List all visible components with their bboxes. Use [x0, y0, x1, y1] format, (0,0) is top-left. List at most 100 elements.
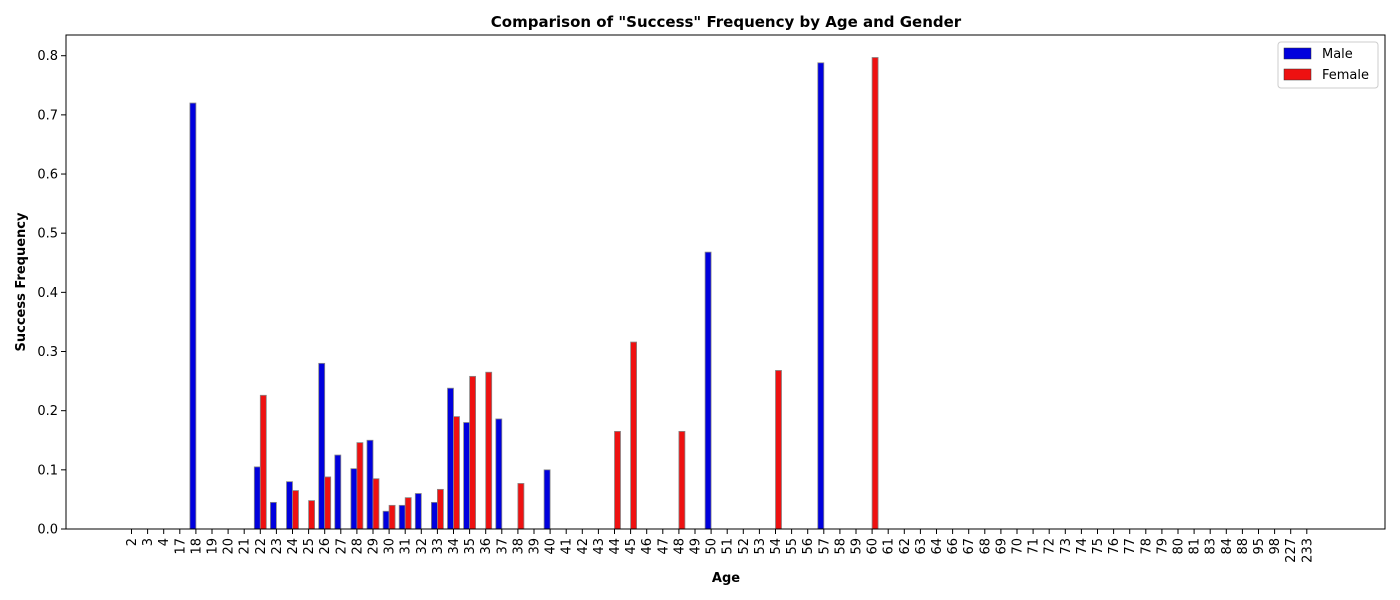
x-tick-label: 40 [544, 538, 559, 555]
bar-female-30 [389, 505, 395, 529]
x-tick-label: 68 [978, 538, 993, 555]
x-tick-label: 23 [270, 538, 285, 555]
x-tick-label: 78 [1139, 538, 1154, 555]
x-tick-label: 41 [560, 538, 575, 555]
legend-swatch-female [1284, 69, 1311, 80]
x-tick-label: 30 [383, 538, 398, 555]
bar-female-45 [631, 342, 637, 529]
x-tick-label: 80 [1172, 538, 1187, 555]
x-tick-label: 2 [125, 538, 140, 546]
x-tick-label: 17 [173, 538, 188, 555]
bar-male-23 [270, 502, 276, 529]
x-tick-label: 4 [157, 538, 172, 546]
y-axis-label: Success Frequency [14, 212, 29, 351]
legend-label-female: Female [1322, 68, 1369, 83]
bar-male-40 [544, 470, 550, 529]
x-tick-label: 73 [1059, 538, 1074, 555]
x-tick-label: 88 [1236, 538, 1251, 555]
y-tick-label: 0.4 [37, 286, 58, 301]
bar-male-35 [464, 423, 470, 529]
bar-female-48 [679, 431, 685, 529]
x-tick-label: 27 [334, 538, 349, 555]
x-tick-label: 20 [222, 538, 237, 555]
x-tick-label: 34 [447, 538, 462, 555]
y-axis: 0.0 0.1 0.2 0.3 0.4 0.5 0.6 0.7 0.8 [37, 49, 66, 537]
y-tick-label: 0.2 [37, 404, 58, 419]
bar-male-33 [431, 502, 437, 529]
bar-female-34 [454, 417, 460, 529]
x-tick-label: 24 [286, 538, 301, 555]
x-tick-label: 39 [528, 538, 543, 555]
bar-male-50 [705, 252, 711, 529]
chart-title: Comparison of "Success" Frequency by Age… [491, 13, 962, 31]
bar-female-36 [486, 372, 492, 529]
x-tick-label: 98 [1268, 538, 1283, 555]
x-tick-label: 49 [689, 538, 704, 555]
bar-female-25 [309, 501, 315, 529]
x-tick-label: 31 [399, 538, 414, 555]
x-tick-label: 42 [576, 538, 591, 555]
x-tick-label: 84 [1220, 538, 1235, 555]
x-tick-label: 36 [479, 538, 494, 555]
x-tick-label: 43 [592, 538, 607, 555]
bar-male-32 [415, 494, 421, 529]
bar-male-28 [351, 469, 357, 529]
bar-female-31 [405, 498, 411, 529]
y-tick-label: 0.3 [37, 345, 58, 360]
x-axis: 2 3 4 17 18 19 20 21 22 23 24 25 26 27 28 29 30 31 32 33 34 3… [125, 529, 1315, 563]
x-tick-label: 77 [1123, 538, 1138, 555]
x-axis-label: Age [712, 571, 740, 586]
x-tick-label: 33 [431, 538, 446, 555]
y-tick-label: 0.5 [37, 227, 58, 242]
x-tick-label: 75 [1091, 538, 1106, 555]
x-tick-label: 227 [1284, 538, 1299, 563]
x-tick-label: 35 [463, 538, 478, 555]
x-tick-label: 37 [495, 538, 510, 555]
x-tick-label: 64 [930, 538, 945, 555]
bar-male-57 [818, 63, 824, 529]
x-tick-label: 52 [737, 538, 752, 555]
y-tick-label: 0.0 [37, 523, 58, 538]
legend: Male Female [1278, 42, 1378, 88]
bar-male-24 [287, 482, 293, 529]
bar-male-37 [496, 419, 502, 529]
bar-layer [190, 57, 878, 529]
bar-male-30 [383, 511, 389, 529]
x-tick-label: 57 [817, 538, 832, 555]
bar-female-60 [872, 57, 878, 529]
x-tick-label: 69 [994, 538, 1009, 555]
x-tick-label: 55 [785, 538, 800, 555]
x-tick-label: 26 [318, 538, 333, 555]
x-tick-label: 63 [914, 538, 929, 555]
bar-male-26 [319, 363, 325, 529]
bar-female-22 [260, 395, 266, 529]
x-tick-label: 83 [1204, 538, 1219, 555]
x-tick-label: 66 [946, 538, 961, 555]
x-tick-label: 19 [206, 538, 221, 555]
x-tick-label: 74 [1075, 538, 1090, 555]
x-tick-label: 47 [656, 538, 671, 555]
y-tick-label: 0.8 [37, 49, 58, 64]
x-tick-label: 54 [769, 538, 784, 555]
x-tick-label: 45 [624, 538, 639, 555]
bar-male-29 [367, 440, 373, 529]
y-tick-label: 0.6 [37, 168, 58, 183]
x-tick-label: 29 [367, 538, 382, 555]
x-tick-label: 44 [608, 538, 623, 555]
x-tick-label: 81 [1188, 538, 1203, 555]
x-tick-label: 62 [898, 538, 913, 555]
bar-female-26 [325, 477, 331, 529]
x-tick-label: 21 [238, 538, 253, 555]
x-tick-label: 51 [721, 538, 736, 555]
y-tick-label: 0.1 [37, 463, 58, 478]
x-tick-label: 76 [1107, 538, 1122, 555]
bar-female-54 [776, 370, 782, 529]
bar-male-34 [448, 388, 454, 529]
bar-female-44 [615, 431, 621, 529]
x-tick-label: 71 [1027, 538, 1042, 555]
x-tick-label: 50 [705, 538, 720, 555]
x-tick-label: 95 [1252, 538, 1267, 555]
bar-female-28 [357, 443, 363, 529]
x-tick-label: 61 [882, 538, 897, 555]
